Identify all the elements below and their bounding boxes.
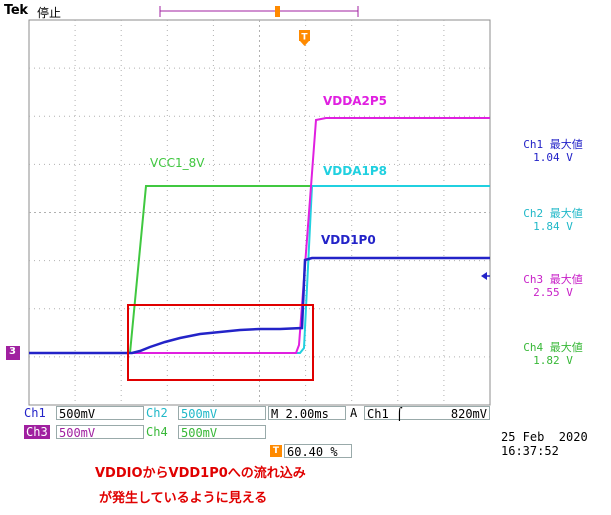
highlight-box (127, 304, 314, 381)
measurement-ch3-label: Ch3 最大値 (523, 273, 583, 286)
label-vdda1p8: VDDA1P8 (323, 164, 387, 178)
ch3-waveform-vdda2p5 (29, 117, 490, 354)
measurement-ch4-value: 1.82 V (533, 354, 573, 367)
trigger-position-icon: T (270, 445, 282, 457)
label-vdda2p5: VDDA2P5 (323, 94, 387, 108)
ch3-ground-marker-label: 3 (9, 346, 16, 357)
measurement-ch1-value: 1.04 V (533, 151, 573, 164)
record-view-bar (159, 6, 359, 17)
timebase: M 2.00ms (268, 406, 346, 421)
ch3-ground-marker (6, 346, 20, 360)
measurement-ch2-label: Ch2 最大値 (523, 207, 583, 220)
measurement-ch4: Ch4 最大値 1.82 V (498, 341, 608, 367)
measurement-ch1-label: Ch1 最大値 (523, 138, 583, 151)
measurement-ch2: Ch2 最大値 1.84 V (498, 207, 608, 233)
trigger-mode: A (350, 406, 358, 420)
date-readout: 25 Feb 2020 (501, 430, 588, 444)
brand-logo: Tek (4, 3, 28, 18)
measurement-ch4-label: Ch4 最大値 (523, 341, 583, 354)
annotation-line-1: VDDIOからVDD1P0への流れ込み (95, 466, 306, 481)
trigger-position-marker: T (299, 30, 310, 46)
trigger-settings: Ch1 ⌠ 820mV (364, 406, 490, 421)
measurement-ch3-value: 2.55 V (533, 286, 573, 299)
trigger-position: 60.40 % (284, 444, 352, 459)
measurement-ch1: Ch1 最大値 1.04 V (498, 138, 608, 164)
time-readout: 16:37:52 (501, 444, 559, 458)
graticule-grid (29, 20, 490, 405)
annotation-line-2: が発生しているように見える (99, 491, 268, 506)
ch1-label: Ch1 (24, 406, 46, 420)
ch2-scale: 500mV (178, 406, 266, 421)
ch3-scale: 500mV (56, 425, 144, 440)
acquisition-status: 停止 (37, 6, 62, 20)
ch2-label: Ch2 (146, 406, 168, 420)
ch3-label: Ch3 (24, 425, 50, 439)
measurement-ch2-value: 1.84 V (533, 220, 573, 233)
measurement-ch3: Ch3 最大値 2.55 V (498, 273, 608, 299)
ch4-label: Ch4 (146, 425, 168, 439)
trigger-slope-icon: ⌠ (395, 407, 404, 421)
ch4-scale: 500mV (178, 425, 266, 440)
label-vcc1-8v: VCC1_8V (150, 156, 205, 170)
trigger-source: Ch1 (367, 407, 389, 421)
svg-text:T: T (301, 33, 308, 43)
ch1-waveform-vdd1p0 (29, 256, 490, 355)
label-vdd1p0: VDD1P0 (321, 233, 376, 247)
trigger-level-marker (481, 272, 487, 280)
trigger-level: 820mV (450, 407, 487, 421)
ch1-scale: 500mV (56, 406, 144, 421)
